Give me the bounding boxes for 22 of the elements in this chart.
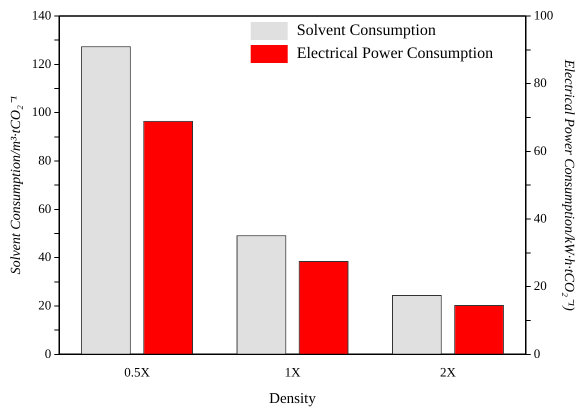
y-tick-label: 0 [44,346,52,361]
legend-label: Electrical Power Consumption [296,45,494,62]
y-tick-label: 100 [32,104,52,120]
y-tick-label: 80 [38,152,52,168]
y-tick-label: 140 [32,7,52,22]
x-tick-label: 2X [440,364,457,380]
y-tick-label: 40 [38,249,52,264]
y2-tick-label: 20 [534,278,547,294]
x-tick-label: 1X [284,364,302,380]
y-tick-label: 60 [38,200,52,216]
y2-axis-title: Electrical Power Consumption/kW·h·tCO₂⁻¹) [560,58,576,312]
y2-tick-label: 100 [534,7,554,22]
y-tick-label: 20 [38,297,52,312]
x-tick-label: 0.5X [124,364,150,380]
y2-tick-label: 40 [534,210,547,226]
legend-label: Solvent Consumption [296,22,436,40]
y2-tick-label: 60 [534,142,547,158]
y-tick-label: 120 [32,56,52,71]
y-axis-title: Solvent Consumption/m³·tCO₂⁻¹ [9,96,24,274]
y2-tick-label: 80 [534,75,547,90]
x-axis-title: Density [269,390,316,407]
y2-tick-label: 0 [534,346,540,361]
